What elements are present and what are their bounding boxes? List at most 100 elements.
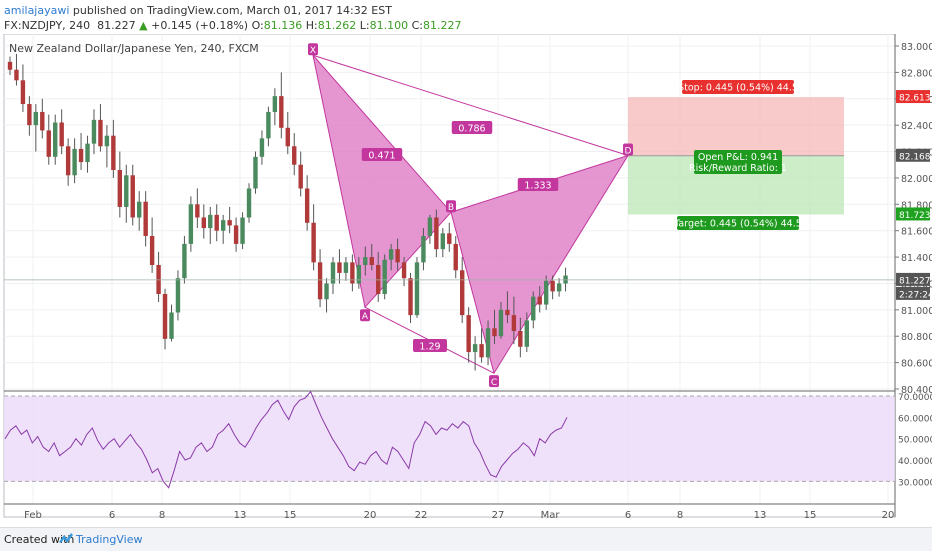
pattern-labels: X A B C D 0.471 0.786 1.333 1.29 xyxy=(308,43,633,388)
candle-body xyxy=(472,344,478,353)
candle-body xyxy=(220,220,226,231)
candle-body xyxy=(518,330,523,347)
low-value: 81.100 xyxy=(369,19,409,32)
created-with-label: Created with xyxy=(4,533,75,546)
time-tick-label: 27 xyxy=(492,510,505,521)
price-tick-label: 83.000 xyxy=(901,42,932,53)
tradingview-link[interactable]: TradingView xyxy=(76,533,143,546)
candle-body xyxy=(137,201,142,218)
pnl-badge xyxy=(694,150,782,174)
target-label-badge xyxy=(677,216,799,230)
candle-body xyxy=(33,111,39,126)
candle-body xyxy=(98,119,103,147)
pattern-ratio-label: 0.786 xyxy=(458,124,485,135)
candle-body xyxy=(466,315,471,353)
candle-body xyxy=(298,164,303,189)
candle-body xyxy=(421,235,426,263)
candle-body xyxy=(324,283,329,300)
price-tick-label: 80.800 xyxy=(901,332,932,343)
candle-body xyxy=(460,270,465,316)
price-change: +0.145 (+0.18%) xyxy=(151,19,249,32)
candle-body xyxy=(188,204,194,244)
time-tick-label: 15 xyxy=(804,510,817,521)
price-tick-label: 80.600 xyxy=(901,359,932,370)
candle-body xyxy=(304,188,310,223)
pattern-triangle-xab[interactable] xyxy=(312,53,452,309)
time-tick-label: 20 xyxy=(364,510,377,521)
candle-body xyxy=(330,262,336,284)
candle-body xyxy=(143,201,148,236)
stop-label: Stop: 0.445 (0.54%) 44.5 xyxy=(678,83,798,94)
price-tag-label: 2:27:24 xyxy=(899,290,932,300)
candle-body xyxy=(111,135,116,171)
publish-header: amilajayawi published on TradingView.com… xyxy=(0,0,932,34)
author-link[interactable]: amilajayawi xyxy=(4,4,70,17)
candle-body xyxy=(395,249,400,263)
candle-body xyxy=(292,146,297,165)
pattern-ratio-label: 1.333 xyxy=(524,181,551,192)
time-tick-label: Mar xyxy=(541,510,561,521)
candle-body xyxy=(246,188,252,218)
time-axis[interactable]: Feb 6 8 13 15 20 22 27 Mar 6 8 13 15 20 xyxy=(24,510,894,521)
publish-info: published on TradingView.com, March 01, … xyxy=(72,4,392,17)
price-tag xyxy=(896,286,930,300)
time-tick-label: 8 xyxy=(677,510,683,521)
candles xyxy=(7,53,568,371)
candle-body xyxy=(40,111,45,131)
time-tick-label: 22 xyxy=(415,510,428,521)
xabcd-pattern[interactable] xyxy=(312,53,630,375)
time-tick-label: 20 xyxy=(882,510,895,521)
rsi-pane[interactable] xyxy=(4,390,895,489)
candle-body xyxy=(53,122,58,157)
price-tags: 82.613 82.168 81.723 81.227 2:27:24 xyxy=(4,90,932,300)
pattern-ratio-badge xyxy=(517,178,559,191)
candle-body xyxy=(440,233,446,250)
candle-body xyxy=(214,214,219,231)
stop-zone[interactable] xyxy=(628,97,844,156)
time-tick-label: Feb xyxy=(24,510,42,521)
candle-body xyxy=(20,80,26,105)
candle-body xyxy=(447,233,452,244)
candle-body xyxy=(7,61,13,70)
candle-body xyxy=(162,294,168,339)
target-label: Target: 0.445 (0.54%) 44.5 xyxy=(673,219,802,230)
price-chart[interactable]: New Zealand Dollar/Japanese Yen, 240, FX… xyxy=(0,34,932,527)
candle-body xyxy=(182,243,187,279)
last-price: 81.227 xyxy=(97,19,136,32)
high-label: H: xyxy=(305,19,318,32)
candle-body xyxy=(201,217,206,229)
symbol-interval: FX:NZDJPY, 240 xyxy=(4,19,91,32)
price-tick-label: 82.400 xyxy=(901,121,932,132)
candle-body xyxy=(434,217,439,250)
time-tick-label: 6 xyxy=(625,510,631,521)
pnl-label: Open P&L: 0.941 xyxy=(698,152,778,163)
pattern-point-badge xyxy=(308,43,318,56)
candle-body xyxy=(363,257,368,265)
candle-body xyxy=(350,262,355,284)
pattern-line-xd[interactable] xyxy=(312,54,629,156)
pattern-point-badge xyxy=(446,200,456,213)
candle-body xyxy=(524,320,529,347)
candle-body xyxy=(511,315,517,331)
rsi-axis[interactable]: 70.0000 60.0000 50.0000 40.0000 30.0000 xyxy=(898,393,932,488)
footer: Created with TradingView xyxy=(0,527,932,551)
pattern-point-label: A xyxy=(362,312,369,322)
candle-body xyxy=(208,214,213,229)
candle-body xyxy=(78,148,84,163)
candle-body xyxy=(537,296,542,305)
open-label: O: xyxy=(251,19,264,32)
candle-body xyxy=(479,344,484,358)
tradingview-logo-icon xyxy=(57,531,75,548)
open-value: 81.136 xyxy=(263,19,303,32)
price-tag-label: 82.168 xyxy=(899,152,931,162)
candle-body xyxy=(266,111,271,139)
price-tag-label: 81.227 xyxy=(899,276,931,286)
rr-label: Risk/Reward Ratio: 1 xyxy=(689,163,787,174)
candle-body xyxy=(343,262,349,273)
candle-body xyxy=(311,222,316,263)
pattern-point-label: D xyxy=(625,146,632,156)
low-label: L: xyxy=(359,19,370,32)
rsi-tick-label: 30.0000 xyxy=(898,478,932,488)
candle-body xyxy=(492,328,497,337)
rsi-band xyxy=(4,396,895,482)
